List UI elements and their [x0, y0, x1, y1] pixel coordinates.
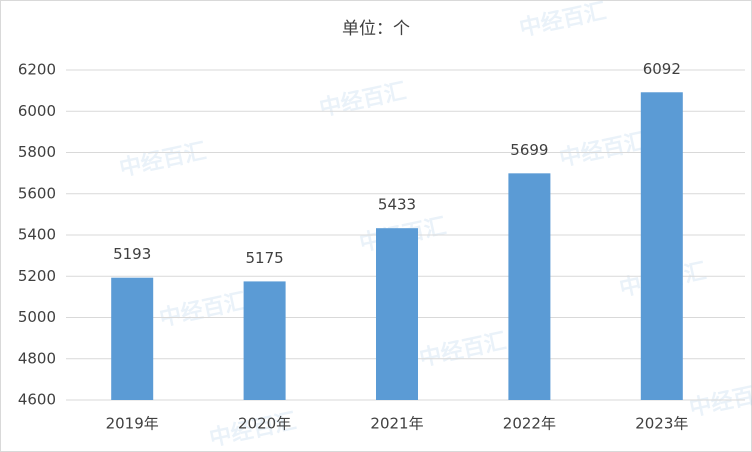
value-label: 5699	[510, 141, 548, 159]
y-tick-label: 5400	[18, 226, 56, 244]
value-label: 6092	[643, 60, 681, 78]
x-tick-label: 2020年	[238, 415, 291, 433]
bar	[243, 281, 286, 400]
x-tick-label: 2023年	[635, 415, 688, 433]
value-label: 5175	[246, 249, 284, 267]
y-tick-label: 6000	[18, 102, 56, 120]
y-tick-label: 6200	[18, 61, 56, 79]
value-label: 5433	[378, 196, 416, 214]
x-tick-label: 2022年	[503, 415, 556, 433]
bar	[376, 228, 418, 400]
y-tick-label: 5600	[18, 184, 56, 202]
bar	[111, 277, 154, 400]
bar	[640, 92, 683, 401]
x-tick-label: 2019年	[106, 415, 159, 433]
value-label: 5193	[113, 245, 151, 263]
x-tick-label: 2021年	[370, 415, 423, 433]
y-tick-label: 4800	[18, 349, 56, 367]
chart-title: 单位：个	[342, 19, 410, 39]
bar	[508, 173, 551, 400]
y-tick-label: 4600	[18, 391, 56, 409]
y-tick-label: 5200	[18, 267, 56, 285]
y-tick-label: 5800	[18, 143, 56, 161]
y-tick-label: 5000	[18, 308, 56, 326]
